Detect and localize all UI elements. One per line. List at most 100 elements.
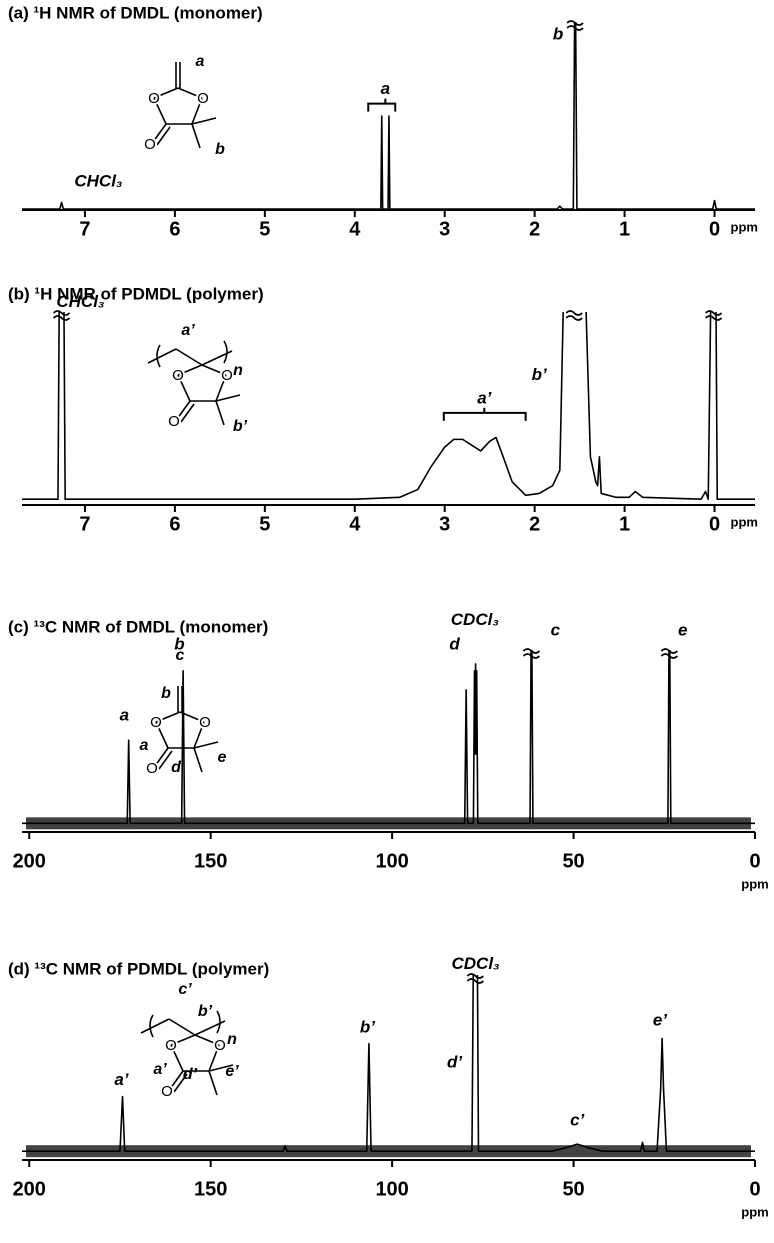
spectrum (22, 650, 755, 825)
x-tick-label: 50 (562, 1178, 584, 1200)
structure-label: b (215, 141, 225, 158)
x-tick-label: 0 (709, 218, 720, 240)
x-tick-label: 5 (259, 513, 270, 535)
peak-label: b’ (360, 1017, 375, 1036)
axis-break (53, 310, 71, 316)
bond (170, 1044, 184, 1072)
axis-break (53, 315, 71, 321)
peak-label: e (678, 620, 687, 639)
axis-break (705, 310, 723, 316)
peak-label: CDCl₃ (452, 954, 500, 973)
bond (153, 87, 179, 99)
panel-title: (a) ¹H NMR of DMDL (monomer) (8, 3, 263, 22)
bond (173, 1073, 188, 1093)
structure-label: b (161, 685, 171, 702)
bond (208, 1070, 218, 1096)
peak-label: a (381, 79, 390, 98)
atom-label: O (199, 714, 211, 731)
peak-label: a (120, 705, 129, 724)
bond (176, 400, 191, 420)
structure-label: d’ (183, 1066, 198, 1083)
x-tick-label: 0 (749, 850, 760, 872)
structure-label: n (233, 362, 243, 379)
spectrum (22, 312, 755, 501)
bond (169, 1070, 184, 1090)
atom-label: O (168, 413, 180, 430)
axis-break (705, 315, 723, 321)
bond (179, 711, 205, 723)
x-tick-label: 3 (439, 218, 450, 240)
bond (177, 87, 203, 99)
x-tick-label: 1 (619, 513, 630, 535)
peak-label: b (553, 25, 563, 44)
x-axis-unit: ppm (741, 876, 768, 891)
x-tick-label: 4 (349, 513, 361, 535)
x-tick-label: 0 (709, 513, 720, 535)
atom-label: O (161, 1083, 173, 1100)
bond (147, 348, 177, 364)
x-tick-label: 6 (169, 218, 180, 240)
spectrum (22, 22, 755, 210)
structure-label: a’ (181, 322, 195, 339)
bracket (223, 340, 228, 364)
panel-title: (b) ¹H NMR of PDMDL (polymer) (8, 284, 264, 303)
structure-label: e’ (225, 1063, 239, 1080)
peak-label: a’ (114, 1070, 128, 1089)
panel-title: (c) ¹³C NMR of DMDL (monomer) (8, 617, 268, 636)
axis-break (566, 20, 584, 26)
peak-label: d (449, 634, 460, 653)
x-tick-label: 1 (619, 218, 630, 240)
atom-label: O (150, 714, 162, 731)
bond (152, 123, 167, 143)
x-tick-label: 100 (375, 1178, 408, 1200)
structure-label: d (171, 759, 182, 776)
bond (191, 123, 201, 149)
bond (208, 1064, 234, 1072)
bond (193, 741, 219, 749)
bracket (156, 344, 161, 368)
bond (177, 374, 191, 402)
x-tick-label: 4 (349, 218, 361, 240)
peak-label: e’ (653, 1010, 667, 1029)
atom-label: O (165, 1037, 177, 1054)
peak-label: a’ (477, 388, 491, 407)
bond (158, 750, 173, 770)
x-tick-label: 150 (194, 850, 227, 872)
structure-label: b’ (233, 418, 248, 435)
bond (153, 97, 167, 125)
bracket (216, 1010, 221, 1034)
bond (215, 374, 227, 402)
structure-label: n (227, 1031, 237, 1048)
x-axis-unit: ppm (731, 219, 758, 234)
structure-label: a (140, 737, 149, 754)
x-tick-label: 2 (529, 218, 540, 240)
bond (177, 364, 203, 376)
atom-label: O (221, 367, 233, 384)
x-tick-label: 7 (79, 218, 90, 240)
structure: O O Oc b a d e (140, 647, 227, 779)
atom-label: O (197, 90, 209, 107)
structure: O O Oa’ n b’ (147, 322, 248, 435)
axis-break (522, 648, 541, 654)
axis-break (522, 653, 541, 659)
structure-label: a’ (153, 1061, 167, 1078)
bracket (367, 98, 397, 112)
axis-break (660, 648, 678, 654)
bond (201, 364, 227, 376)
peak-label: CHCl₃ (56, 292, 104, 311)
axis-break (466, 978, 484, 984)
bond (170, 1034, 196, 1046)
peak-label: b (174, 634, 184, 653)
x-tick-label: 50 (562, 850, 584, 872)
peak-label: c’ (570, 1111, 584, 1130)
bond (193, 721, 205, 749)
bond (215, 394, 241, 402)
structure-label: e (218, 749, 227, 766)
x-tick-label: 7 (79, 513, 90, 535)
peak-label: d’ (447, 1053, 462, 1072)
x-tick-label: 6 (169, 513, 180, 535)
atom-label: O (144, 136, 156, 153)
structure-label: c (176, 647, 185, 664)
bond (154, 747, 169, 767)
